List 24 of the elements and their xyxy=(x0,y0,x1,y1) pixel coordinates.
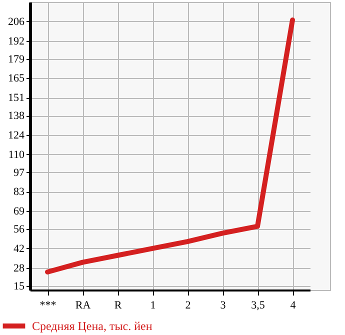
y-tick-label: 165 xyxy=(8,72,25,85)
x-tick-label: 1 xyxy=(150,300,156,312)
y-tick-label: 42 xyxy=(14,242,24,255)
y-tick-label: 28 xyxy=(14,262,25,274)
y-tick-label: 179 xyxy=(8,53,25,66)
y-tick-label: 69 xyxy=(14,206,25,218)
x-tick-label: *** xyxy=(40,300,56,312)
x-tick-label: RA xyxy=(75,300,91,312)
y-tick-label: 206 xyxy=(8,16,25,28)
y-tick-label: 83 xyxy=(14,186,25,198)
y-tick-label: 124 xyxy=(8,129,25,142)
y-tick-label: 15 xyxy=(14,280,25,292)
legend-label: Средняя Цена, тыс. йен xyxy=(32,319,153,333)
y-tick-label: 138 xyxy=(8,110,25,122)
x-tick-label: 3,5 xyxy=(251,300,266,312)
x-tick-label: 3 xyxy=(220,300,226,312)
y-tick-label: 192 xyxy=(8,35,24,48)
y-tick-label: 151 xyxy=(8,92,24,104)
y-tick-label: 56 xyxy=(14,224,25,236)
x-tick-label: R xyxy=(114,300,122,312)
x-tick-label: 2 xyxy=(185,300,191,312)
y-tick-label: 110 xyxy=(8,148,25,161)
x-tick-label: 4 xyxy=(290,300,296,312)
y-tick-label: 97 xyxy=(14,166,25,179)
